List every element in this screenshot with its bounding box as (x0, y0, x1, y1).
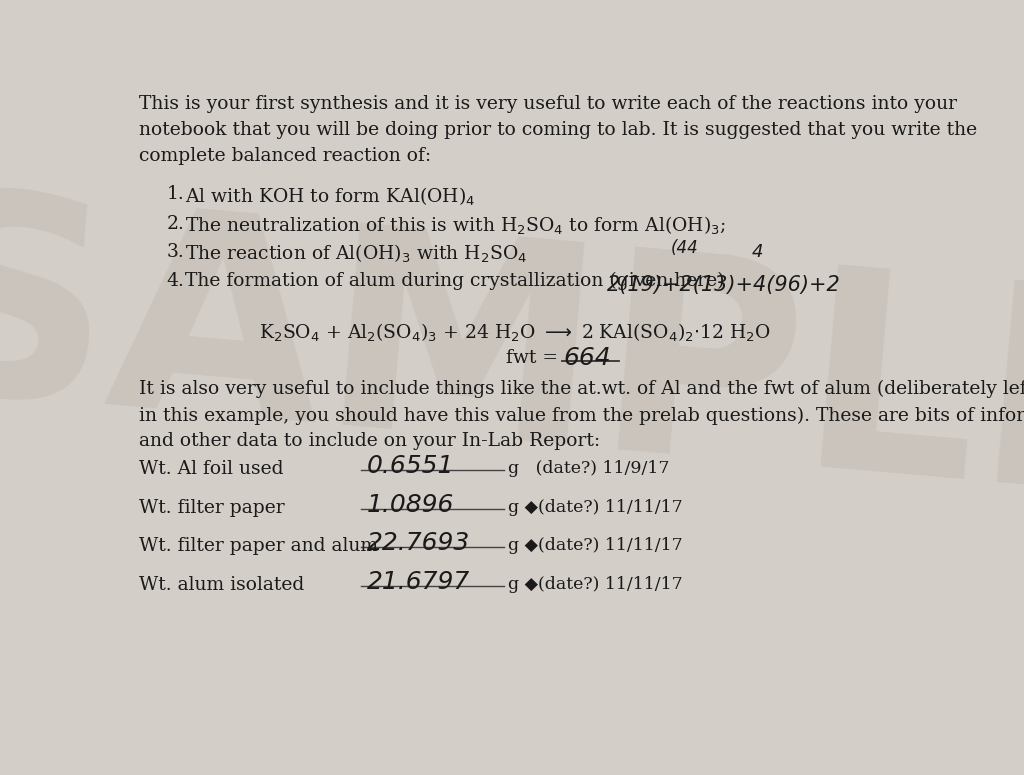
Text: g ◆(date?) 11/11/17: g ◆(date?) 11/11/17 (508, 576, 683, 593)
Text: Wt. alum isolated: Wt. alum isolated (139, 576, 304, 594)
Text: K$_2$SO$_4$ + Al$_2$(SO$_4$)$_3$ + 24 H$_2$O $\longrightarrow$ 2 KAl(SO$_4$)$_2$: K$_2$SO$_4$ + Al$_2$(SO$_4$)$_3$ + 24 H$… (259, 322, 771, 344)
Text: 1.: 1. (167, 185, 184, 203)
Text: g ◆(date?) 11/11/17: g ◆(date?) 11/11/17 (508, 537, 683, 554)
Text: 21.6797: 21.6797 (367, 570, 470, 594)
Text: Wt. filter paper: Wt. filter paper (139, 499, 285, 517)
Text: SAMPLE: SAMPLE (0, 177, 1024, 556)
Text: 4.: 4. (167, 272, 184, 290)
Text: The formation of alum during crystallization (given here): The formation of alum during crystalliza… (185, 272, 725, 290)
Text: The reaction of Al(OH)$_3$ with H$_2$SO$_4$: The reaction of Al(OH)$_3$ with H$_2$SO$… (185, 243, 527, 266)
Text: Wt. filter paper and alum: Wt. filter paper and alum (139, 537, 378, 556)
Text: g ◆(date?) 11/11/17: g ◆(date?) 11/11/17 (508, 499, 683, 516)
Text: 664: 664 (563, 346, 611, 370)
Text: Wt. Al foil used: Wt. Al foil used (139, 460, 284, 478)
Text: 0.6551: 0.6551 (367, 454, 454, 478)
Text: Al with KOH to form KAl(OH)$_4$: Al with KOH to form KAl(OH)$_4$ (185, 185, 476, 208)
Text: g   (date?) 11/9/17: g (date?) 11/9/17 (508, 460, 670, 477)
Text: fwt =: fwt = (506, 349, 558, 367)
Text: This is your first synthesis and it is very useful to write each of the reaction: This is your first synthesis and it is v… (139, 95, 977, 165)
Text: 3.: 3. (167, 243, 184, 261)
Text: 22.7693: 22.7693 (367, 531, 470, 555)
Text: 2.: 2. (167, 215, 184, 232)
Text: (44: (44 (671, 239, 698, 257)
Text: It is also very useful to include things like the at.wt. of Al and the fwt of al: It is also very useful to include things… (139, 381, 1024, 450)
Text: 1.0896: 1.0896 (367, 493, 454, 517)
Text: 2(19)+2(13)+4(96)+2: 2(19)+2(13)+4(96)+2 (607, 275, 841, 295)
Text: The neutralization of this is with H$_2$SO$_4$ to form Al(OH)$_3$;: The neutralization of this is with H$_2$… (185, 215, 726, 237)
Text: 4: 4 (752, 243, 763, 261)
